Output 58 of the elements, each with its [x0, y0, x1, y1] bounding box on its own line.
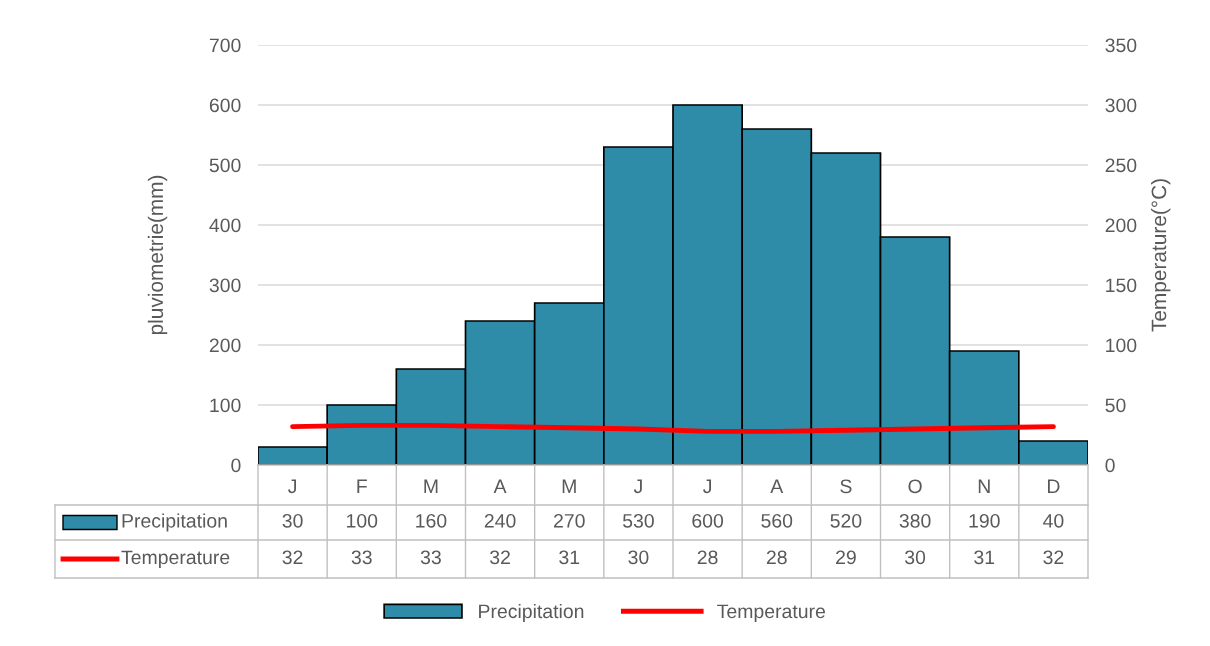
data-label: 30: [905, 550, 926, 565]
x-tick-label: J: [288, 479, 296, 494]
data-label: 28: [766, 550, 787, 565]
data-label: 520: [830, 513, 862, 528]
x-tick-label: A: [493, 479, 507, 493]
x-tick-label: A: [770, 479, 784, 493]
data-label: 100: [347, 513, 378, 528]
x-tick-label: O: [908, 479, 922, 494]
x-tick-label: S: [840, 479, 852, 494]
data-label: 380: [899, 513, 931, 528]
data-label: 270: [554, 513, 585, 528]
y-tick-label: 100: [210, 398, 241, 413]
data-label: 33: [420, 550, 441, 565]
y2-tick-label: 150: [1106, 278, 1137, 293]
data-label: 600: [692, 513, 724, 528]
data-label: 32: [282, 550, 303, 565]
y-tick-label: 400: [209, 218, 241, 233]
data-label: 32: [1043, 550, 1064, 565]
y-tick-label: 500: [209, 158, 241, 173]
x-tick-label: J: [703, 479, 711, 494]
data-label: 530: [622, 513, 654, 528]
data-label: 30: [282, 513, 303, 528]
y2-tick-label: 50: [1105, 398, 1126, 413]
data-label: 31: [559, 550, 580, 565]
y2-tick-label: 200: [1105, 218, 1137, 233]
y-tick-label: 700: [209, 38, 241, 53]
data-label: 40: [1043, 513, 1064, 528]
data-label: 240: [484, 513, 516, 528]
data-label: 33: [351, 550, 372, 565]
y-tick-label: 300: [209, 278, 241, 293]
text: Temperature: [717, 604, 825, 623]
data-label: 30: [628, 550, 649, 565]
y2-tick-label: 250: [1105, 158, 1137, 173]
x-tick-label: M: [562, 479, 576, 493]
x-tick-label: M: [424, 479, 438, 493]
data-label: 160: [416, 513, 447, 528]
data-label: 29: [836, 550, 856, 565]
x-tick-label: N: [978, 479, 990, 493]
y2-tick-label: 350: [1105, 38, 1137, 53]
data-label: 31: [974, 550, 995, 565]
y2-axis-title: Temperature(°C): [1150, 179, 1171, 332]
x-tick-label: D: [1047, 479, 1060, 493]
data-label: 32: [490, 550, 510, 565]
data-label: 560: [761, 513, 793, 528]
y-axis-title: pluviometrie(mm): [147, 175, 168, 335]
y2-tick-label: 300: [1105, 98, 1137, 113]
x-tick-label: J: [633, 479, 642, 494]
legend-label: Temperature: [121, 550, 230, 569]
y2-tick-label: 0: [1105, 458, 1115, 473]
legend-label: Precipitation: [122, 513, 227, 532]
y-tick-label: 0: [231, 458, 241, 473]
data-label: 190: [969, 513, 1000, 528]
data-label: 28: [697, 550, 718, 565]
y-tick-label: 200: [209, 338, 241, 353]
y-tick-label: 600: [209, 98, 241, 113]
x-tick-label: F: [357, 479, 367, 493]
y2-tick-label: 100: [1106, 338, 1137, 353]
text: Precipitation: [479, 603, 584, 623]
